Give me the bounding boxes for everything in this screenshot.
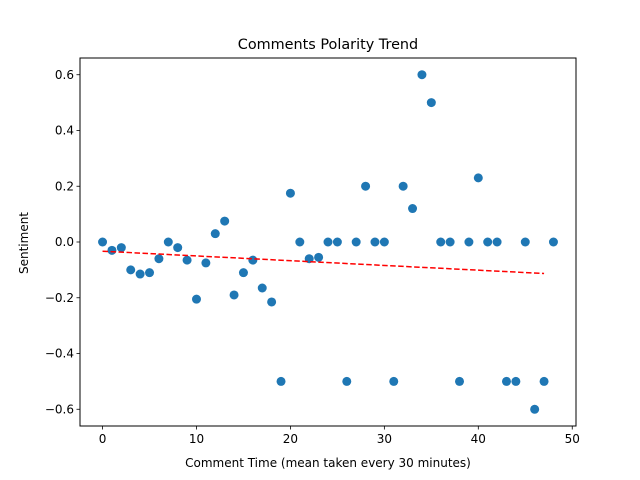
data-point [342,376,352,386]
y-axis-ticks: −0.6 −0.4 −0.2 0.0 0.2 0.4 0.6 [45,68,80,416]
axes-frame [79,57,577,427]
y-tick-label: 0.4 [55,124,74,138]
x-axis-ticks: 0 10 20 30 40 50 [99,426,580,446]
trend-line [102,250,545,275]
y-axis-label: Sentiment [17,212,31,274]
x-tick-label: 0 [99,432,107,446]
data-point [145,268,155,278]
data-point [426,98,436,108]
plot-area [98,70,558,414]
data-point [210,229,220,239]
data-point [464,237,474,247]
data-point [238,268,248,278]
data-point [98,237,108,247]
y-tick-label: −0.2 [45,291,74,305]
data-point [501,376,511,386]
data-point [154,254,164,264]
data-point [445,237,455,247]
data-point [295,237,305,247]
data-point [276,376,286,386]
data-point [379,237,389,247]
data-point [408,204,418,214]
data-point [389,376,399,386]
data-point [530,404,540,414]
data-point [182,255,192,265]
data-point [370,237,380,247]
data-point [248,255,258,265]
data-point [285,188,295,198]
x-tick-label: 30 [377,432,392,446]
data-point [539,376,549,386]
y-tick-label: −0.6 [45,402,74,416]
data-point [398,181,408,191]
data-point [201,258,211,268]
data-point [229,290,239,300]
data-point [257,283,267,293]
data-point [220,216,230,226]
x-tick-label: 50 [565,432,580,446]
data-point [126,265,136,275]
data-point [116,243,126,253]
data-point [417,70,427,80]
y-tick-label: −0.4 [45,347,74,361]
data-point [323,237,333,247]
data-point [455,376,465,386]
x-tick-label: 20 [283,432,298,446]
y-tick-label: 0.6 [55,68,74,82]
data-point [173,243,183,253]
data-point [483,237,493,247]
x-axis-label: Comment Time (mean taken every 30 minute… [185,456,471,470]
data-point [473,173,483,183]
data-point [511,376,521,386]
data-point [332,237,342,247]
data-point [135,269,145,279]
data-point [520,237,530,247]
data-point [548,237,558,247]
data-point [436,237,446,247]
chart-title: Comments Polarity Trend [238,37,418,53]
data-point [267,297,277,307]
data-point [314,252,324,262]
x-tick-label: 40 [471,432,486,446]
data-point [361,181,371,191]
data-point [107,245,117,255]
y-tick-label: 0.2 [55,179,74,193]
data-point [492,237,502,247]
x-tick-label: 10 [189,432,204,446]
y-tick-label: 0.0 [55,235,74,249]
data-point [351,237,361,247]
data-point [163,237,173,247]
data-point [191,294,201,304]
